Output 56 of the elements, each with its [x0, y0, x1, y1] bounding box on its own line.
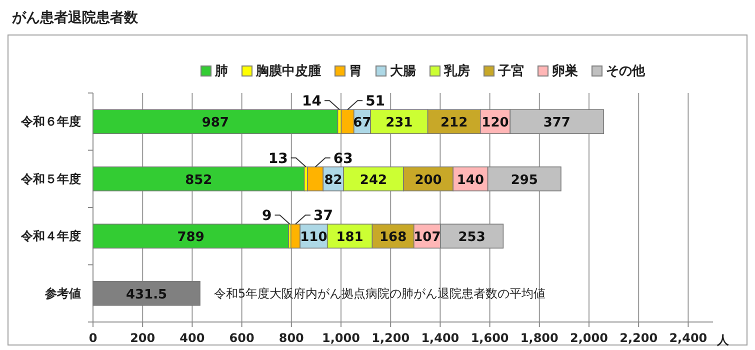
x-tick-label: 1,600 [470, 331, 509, 345]
data-label: 181 [336, 230, 364, 246]
x-tick-label: 200 [130, 331, 156, 345]
data-label: 51 [366, 94, 386, 110]
data-label: 377 [543, 116, 570, 131]
data-label: 168 [380, 230, 407, 246]
data-label: 14 [302, 94, 322, 110]
data-label: 295 [510, 172, 538, 188]
data-label: 253 [458, 230, 486, 246]
data-label: 13 [268, 150, 288, 167]
data-label: 200 [414, 172, 442, 188]
data-label: 67 [353, 116, 372, 131]
data-label: 107 [414, 230, 441, 246]
legend-label: 肺 [214, 64, 228, 79]
x-tick-label: 2,000 [570, 331, 608, 345]
data-label: 140 [456, 172, 484, 188]
legend-label: 子宮 [497, 63, 524, 79]
data-label: 120 [482, 116, 509, 131]
legend-label: 胸膜中皮腫 [255, 64, 321, 79]
legend-label: 大腸 [390, 64, 416, 79]
x-tick-label: 1,200 [372, 331, 410, 345]
annotation: 令和5年度大阪府内がん拠点病院の肺がん退院患者数の平均値 [214, 286, 546, 300]
bar [92, 224, 290, 249]
legend-label: その他 [606, 64, 646, 79]
x-tick-label: 2,400 [669, 331, 708, 345]
x-tick-label: 600 [229, 331, 254, 345]
data-label: 82 [324, 172, 342, 188]
data-label: 212 [440, 116, 468, 131]
data-label: 63 [333, 150, 353, 167]
data-label: 110 [300, 230, 328, 246]
data-label: 987 [202, 116, 229, 131]
x-tick-label: 800 [278, 331, 304, 345]
y-tick-label: 令和５年度 [20, 172, 81, 186]
x-tick-label: 1,000 [322, 331, 360, 345]
data-label: 9 [262, 208, 272, 224]
data-label: 431.5 [126, 287, 168, 302]
y-tick-label: 令和６年度 [20, 114, 81, 129]
y-tick-label: 参考値 [44, 286, 81, 300]
data-label: 231 [386, 116, 413, 131]
x-tick-label: 0 [88, 331, 98, 345]
legend-label: 卵巣 [551, 63, 578, 79]
bar [92, 166, 305, 192]
data-label: 242 [360, 172, 388, 188]
x-tick-label: 1,800 [520, 331, 558, 345]
y-tick-label: 令和４年度 [20, 229, 81, 244]
legend-label: 乳房 [443, 63, 470, 79]
data-label: 37 [313, 208, 333, 224]
x-axis-title: 人 [716, 333, 730, 347]
legend-label: 胃 [349, 64, 362, 79]
x-tick-label: 1,400 [421, 331, 460, 345]
data-label: 852 [185, 172, 212, 188]
data-label: 789 [177, 230, 204, 246]
title: がん患者退院患者数 [12, 10, 138, 26]
x-tick-label: 2,200 [620, 331, 658, 345]
x-tick-label: 400 [180, 331, 205, 345]
bar [92, 109, 338, 134]
